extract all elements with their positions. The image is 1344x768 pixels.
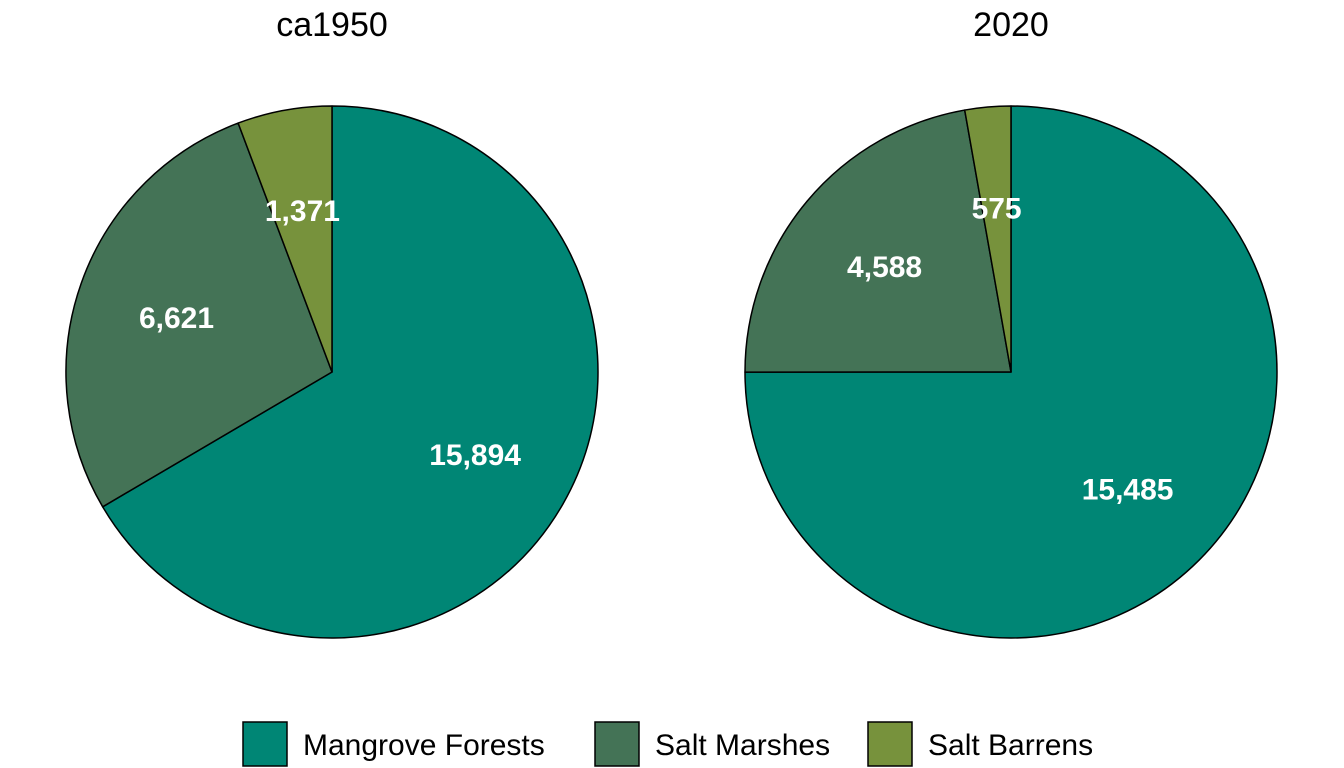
pie-label-salt-barrens: 1,371 (265, 195, 340, 228)
pie-slice-salt-marshes (65, 122, 333, 508)
legend-item-mangrove-forests: Mangrove Forests (242, 721, 545, 767)
legend: Mangrove Forests Salt Marshes Salt Barre… (242, 721, 1093, 767)
legend-swatch-mangrove-forests (242, 721, 288, 767)
pie-slices-ca1950 (65, 105, 599, 639)
legend-label-salt-barrens: Salt Barrens (928, 729, 1093, 762)
pie-labels-ca1950: 15,894 6,621 1,371 (139, 195, 521, 472)
pie-title-ca1950: ca1950 (276, 6, 388, 44)
pie-label-salt-barrens: 575 (972, 193, 1022, 226)
pie-slice-salt-marshes (744, 109, 1012, 373)
pie-slice-salt-barrens (237, 105, 333, 373)
pie-title-2020: 2020 (973, 6, 1049, 44)
pie-slice-mangrove-forests (101, 105, 599, 639)
legend-swatch-salt-barrens (867, 721, 913, 767)
legend-item-salt-marshes: Salt Marshes (594, 721, 830, 767)
legend-label-salt-marshes: Salt Marshes (655, 729, 830, 762)
pie-panel-2020: 2020 15,485 4,588 575 (744, 6, 1278, 639)
pie-label-salt-marshes: 6,621 (139, 302, 214, 335)
legend-label-mangrove-forests: Mangrove Forests (303, 729, 545, 762)
pie-label-mangrove-forests: 15,894 (429, 439, 521, 472)
pie-label-salt-marshes: 4,588 (847, 251, 922, 284)
pie-panel-ca1950: ca1950 15,894 6,621 1,371 (65, 6, 599, 639)
pie-slices-2020 (744, 105, 1278, 639)
pie-slice-salt-barrens (963, 105, 1012, 373)
pie-label-mangrove-forests: 15,485 (1082, 474, 1174, 507)
legend-item-salt-barrens: Salt Barrens (867, 721, 1093, 767)
pie-labels-2020: 15,485 4,588 575 (847, 193, 1173, 507)
legend-swatch-salt-marshes (594, 721, 640, 767)
